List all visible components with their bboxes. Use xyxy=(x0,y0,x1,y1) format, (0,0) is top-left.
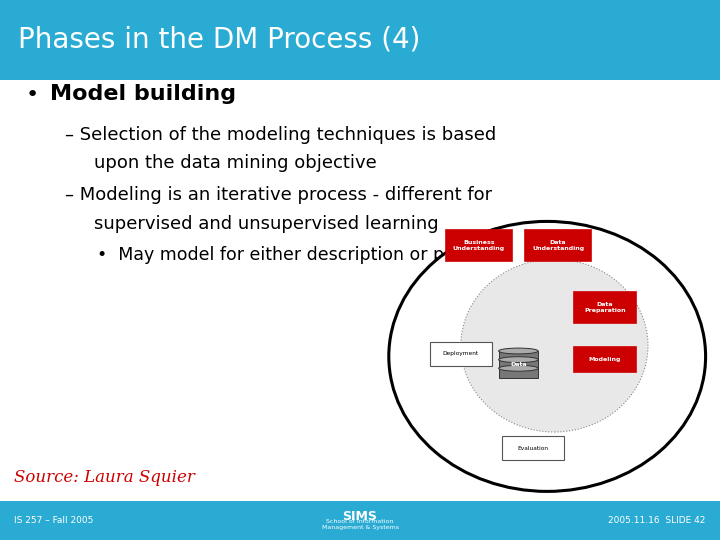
Text: Business
Understanding: Business Understanding xyxy=(453,240,505,251)
Ellipse shape xyxy=(498,366,538,371)
FancyBboxPatch shape xyxy=(502,436,564,460)
FancyBboxPatch shape xyxy=(498,368,539,378)
FancyBboxPatch shape xyxy=(498,351,539,361)
Ellipse shape xyxy=(498,357,538,362)
Ellipse shape xyxy=(461,259,648,432)
Text: – Selection of the modeling techniques is based: – Selection of the modeling techniques i… xyxy=(65,126,496,144)
Text: •  May model for either description or prediction: • May model for either description or pr… xyxy=(97,246,521,265)
Text: Evaluation: Evaluation xyxy=(517,446,549,451)
Text: Data: Data xyxy=(510,362,526,367)
FancyBboxPatch shape xyxy=(446,230,511,261)
Ellipse shape xyxy=(389,221,706,491)
Text: •: • xyxy=(25,84,38,105)
Text: Data
Preparation: Data Preparation xyxy=(584,302,626,313)
Text: 2005.11.16  SLIDE 42: 2005.11.16 SLIDE 42 xyxy=(608,516,706,525)
FancyBboxPatch shape xyxy=(0,501,720,540)
Text: IS 257 – Fall 2005: IS 257 – Fall 2005 xyxy=(14,516,94,525)
FancyBboxPatch shape xyxy=(574,347,636,372)
Text: Data
Understanding: Data Understanding xyxy=(532,240,584,251)
Text: Phases in the DM Process (4): Phases in the DM Process (4) xyxy=(18,26,420,54)
Text: Modeling: Modeling xyxy=(589,356,621,362)
Text: supervised and unsupervised learning: supervised and unsupervised learning xyxy=(94,214,438,233)
Text: upon the data mining objective: upon the data mining objective xyxy=(94,154,377,172)
FancyBboxPatch shape xyxy=(430,342,492,366)
Text: – Modeling is an iterative process - different for: – Modeling is an iterative process - dif… xyxy=(65,186,492,205)
Text: Model building: Model building xyxy=(50,84,237,105)
FancyBboxPatch shape xyxy=(574,292,636,323)
Text: SIMS: SIMS xyxy=(343,510,377,523)
Ellipse shape xyxy=(498,348,538,354)
FancyBboxPatch shape xyxy=(526,230,590,261)
Text: Source: Laura Squier: Source: Laura Squier xyxy=(14,469,195,487)
Text: School of Information
Management & Systems: School of Information Management & Syste… xyxy=(322,519,398,530)
Text: Deployment: Deployment xyxy=(443,351,479,356)
FancyBboxPatch shape xyxy=(0,0,720,80)
FancyBboxPatch shape xyxy=(498,360,539,369)
